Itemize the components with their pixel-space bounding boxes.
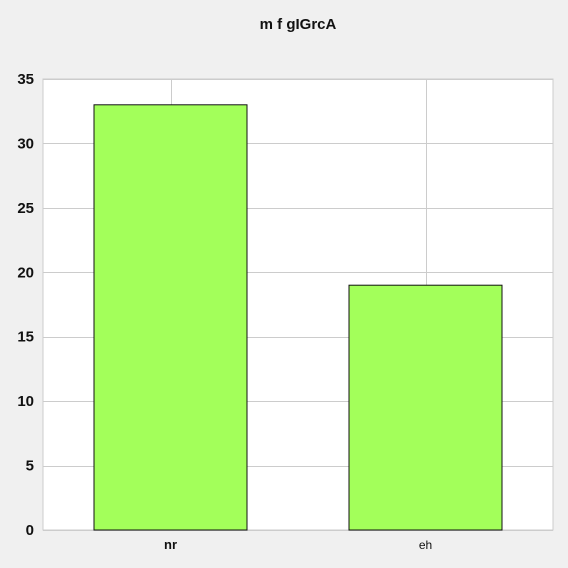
y-tick-label-15: 15 bbox=[17, 329, 34, 346]
y-axis-ticks: 0 5 10 15 20 25 30 35 bbox=[17, 71, 34, 539]
y-tick-label-10: 10 bbox=[17, 393, 34, 410]
x-axis-ticks: nr eh bbox=[164, 537, 432, 552]
bar-nr bbox=[93, 104, 248, 531]
bars bbox=[93, 104, 503, 531]
chart-title: m f gIGrcA bbox=[260, 16, 337, 33]
x-tick-label-nr: nr bbox=[164, 537, 177, 552]
y-tick-label-5: 5 bbox=[26, 458, 34, 475]
y-tick-label-30: 30 bbox=[17, 135, 34, 152]
y-tick-label-0: 0 bbox=[26, 522, 34, 539]
bar-eh bbox=[348, 284, 503, 531]
y-tick-label-25: 25 bbox=[17, 200, 34, 217]
y-tick-label-20: 20 bbox=[17, 264, 34, 281]
x-tick-label-eh: eh bbox=[419, 538, 432, 552]
y-tick-label-35: 35 bbox=[17, 71, 34, 88]
